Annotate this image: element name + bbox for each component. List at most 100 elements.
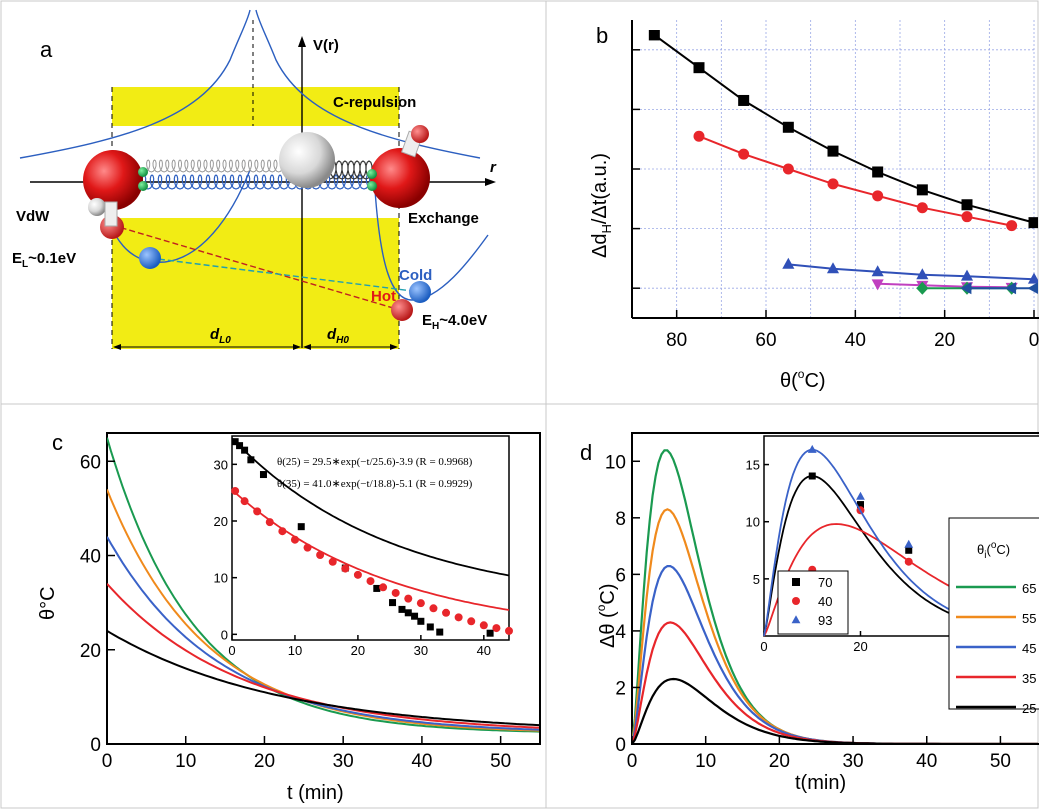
panel-a-label: a — [40, 37, 53, 62]
panel-c-inset-fit-line — [231, 437, 510, 577]
panel-c-inset-point — [411, 612, 419, 620]
panel-d-y-tick-label: 8 — [615, 509, 626, 530]
panel-d-inset-point — [856, 491, 865, 500]
panel-b-point — [738, 94, 750, 106]
panel-c-inset-point — [492, 624, 501, 633]
eh-label: EH~4.0eV — [422, 312, 487, 332]
dl0-label: dL0 — [210, 326, 231, 346]
panel-d-inset-point — [905, 546, 913, 554]
spring-lower — [139, 174, 381, 190]
lone-pair-dot — [138, 167, 148, 177]
el-label: EL~0.1eV — [12, 250, 76, 270]
panel-c-inset-point — [398, 605, 406, 613]
panel-d-x-tick-label: 0 — [627, 751, 638, 772]
panel-c-x-label: t (min) — [287, 782, 344, 804]
panel-c-x-tick-label: 20 — [254, 751, 275, 772]
panel-c-inset-x-tick-label: 0 — [228, 643, 235, 658]
panel-b-point — [782, 257, 795, 269]
panel-c-inset-point — [278, 527, 287, 536]
lone-pair-dot — [367, 181, 377, 191]
panel-b-point — [871, 279, 884, 291]
panel-a-diagram: a V(r) r — [12, 9, 497, 350]
panel-c-inset-y-tick-label: 20 — [214, 514, 228, 529]
hot-label: Hot — [371, 288, 396, 305]
panel-b-point — [1027, 272, 1038, 284]
panel-b-ticks: 80 60 40 20 0 — [632, 49, 1039, 351]
panel-b-x-tick-label: 80 — [666, 330, 687, 351]
hydrogen-atom-center — [279, 132, 335, 188]
panel-c-inset-point — [442, 608, 451, 617]
panel-b-point — [827, 178, 839, 190]
c-repulsion-label: C-repulsion — [333, 94, 416, 111]
panel-d-x-tick-label: 50 — [990, 751, 1011, 772]
v-axis-label: V(r) — [313, 37, 339, 54]
panel-c-inset-point — [379, 583, 388, 592]
panel-c-series-line — [107, 536, 539, 731]
exchange-label: Exchange — [408, 210, 479, 227]
panel-c-inset-point — [505, 626, 513, 635]
panel-c-inset-x-tick-label: 30 — [414, 643, 428, 658]
panel-d-inset-legend-label: 93 — [818, 613, 832, 628]
hot-transition-line — [111, 224, 401, 311]
panel-c-inset-y-tick-label: 0 — [221, 627, 228, 642]
panel-d-y-tick-label: 2 — [615, 678, 626, 699]
panel-b-point — [871, 265, 884, 277]
arrow-icon — [390, 344, 398, 350]
panel-c-inset-point — [253, 507, 262, 516]
panel-c-inset-point — [231, 438, 239, 446]
panel-c-inset-fit-line — [231, 489, 510, 611]
cold-state-dot-right — [409, 281, 431, 303]
panel-b-series-line — [698, 135, 1012, 227]
oxygen-atom-right — [370, 148, 430, 208]
panel-d-inset-legend: 70 40 93 — [777, 570, 849, 635]
panel-c-inset-point — [341, 564, 350, 573]
lone-pair-dot — [367, 169, 377, 179]
panel-d-legend-label: 35 — [1022, 671, 1036, 686]
panel-b-y-label: ΔdH/Δt(a.u.) — [589, 153, 614, 258]
panel-c-y-tick-label: 0 — [90, 735, 101, 756]
panel-d-inset-point — [808, 472, 816, 480]
dh0-label: dH0 — [327, 326, 349, 346]
panel-b-point — [782, 121, 794, 133]
panel-c-chart: c 0 10 20 30 40 50 0 20 40 60 t (min) θ°C 0 10 20 30… — [37, 430, 541, 804]
panel-d-inset-point — [856, 501, 864, 509]
panel-c-x-tick-label: 40 — [411, 751, 432, 772]
panel-c-series-line — [107, 630, 539, 727]
panel-b-point — [916, 268, 929, 280]
panel-d-y-tick-label: 6 — [615, 565, 626, 586]
panel-c-y-label: θ°C — [37, 586, 59, 620]
panel-c-label: c — [52, 430, 63, 455]
panel-c-inset-point — [240, 497, 249, 506]
panel-c-inset-point — [389, 599, 397, 607]
panel-c-inset: 0 10 20 30 40 0 10 20 30 θ(25) = 29.5∗exp(−t/25.6… — [214, 435, 513, 658]
panel-c-inset-point — [416, 599, 425, 608]
panel-c-inset-point — [486, 629, 494, 637]
panel-d-legend-label: 55 — [1022, 611, 1036, 626]
panel-c-frame — [106, 432, 541, 745]
panel-c-inset-x-tick-label: 40 — [477, 643, 491, 658]
cold-transition-line — [149, 257, 421, 293]
panel-d-label: d — [580, 440, 592, 465]
panel-d-x-tick-label: 10 — [695, 751, 716, 772]
panel-b-series — [648, 30, 1038, 295]
panel-c-y-tick-label: 60 — [80, 452, 101, 473]
panel-c-inset-equation-1: θ(25) = 29.5∗exp(−t/25.6)-3.9 (R = 0.996… — [277, 456, 473, 468]
panel-c-y-tick-label: 40 — [80, 547, 101, 568]
panel-c-inset-point — [297, 523, 305, 531]
panel-d-x-label: t(min) — [795, 772, 846, 794]
panel-b-series-line — [653, 34, 1035, 224]
oxygen-atom-left — [83, 150, 143, 210]
panel-c-inset-point — [404, 609, 412, 617]
panel-c-inset-point — [236, 442, 244, 450]
panel-b-point — [782, 163, 794, 175]
panel-c-series-line — [107, 437, 539, 733]
panel-b-point — [1028, 217, 1038, 229]
panel-d-inset-legend-label: 70 — [818, 575, 832, 590]
panel-d-chart: d 0 10 20 30 40 50 0 2 4 6 8 10 t(min) Δθ (oC) 0 20 4… — [580, 432, 1039, 794]
panel-c-inset-point — [404, 594, 413, 603]
panel-d-series — [632, 449, 1038, 743]
panel-d-inset-y-tick-label: 15 — [746, 458, 760, 473]
panel-c-inset-point — [467, 617, 476, 626]
panel-d-legend-label: 65 — [1022, 581, 1036, 596]
